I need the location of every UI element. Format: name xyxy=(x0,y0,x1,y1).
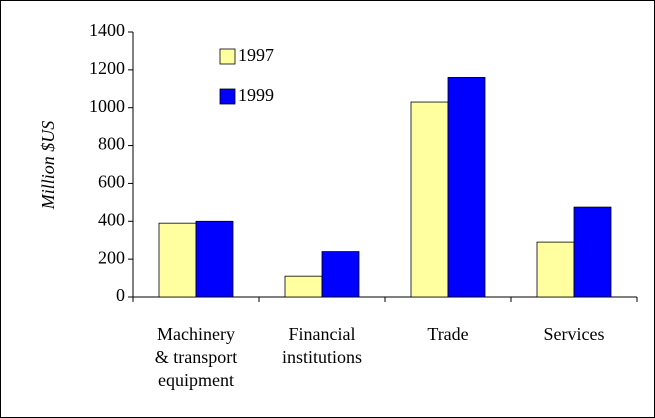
legend-swatch xyxy=(219,48,236,65)
x-tick-label: Services xyxy=(543,324,605,344)
bar xyxy=(158,222,197,298)
y-tick-label: 0 xyxy=(116,285,125,305)
y-tick-label: 400 xyxy=(98,209,125,229)
bar xyxy=(447,77,486,298)
y-tick-label: 1000 xyxy=(89,96,125,116)
y-tick-label: 200 xyxy=(98,247,125,267)
bar xyxy=(410,101,449,298)
y-tick-label: 1200 xyxy=(89,58,125,78)
y-axis-label: Million $US xyxy=(38,121,58,211)
bar xyxy=(284,275,323,298)
legend-swatch xyxy=(219,88,236,105)
y-tick-label: 600 xyxy=(98,172,125,192)
x-tick-label: Trade xyxy=(427,324,469,344)
bar xyxy=(321,251,360,298)
legend-label: 1997 xyxy=(238,45,274,65)
bar xyxy=(573,206,612,298)
x-tick-label: Financial institutions xyxy=(281,324,362,367)
bar xyxy=(195,220,234,298)
bar xyxy=(536,241,575,298)
legend-label: 1999 xyxy=(238,85,274,105)
y-tick-label: 1400 xyxy=(89,20,125,40)
y-tick-label: 800 xyxy=(98,134,125,154)
x-tick-label: Machinery & transport equipment xyxy=(154,324,238,390)
